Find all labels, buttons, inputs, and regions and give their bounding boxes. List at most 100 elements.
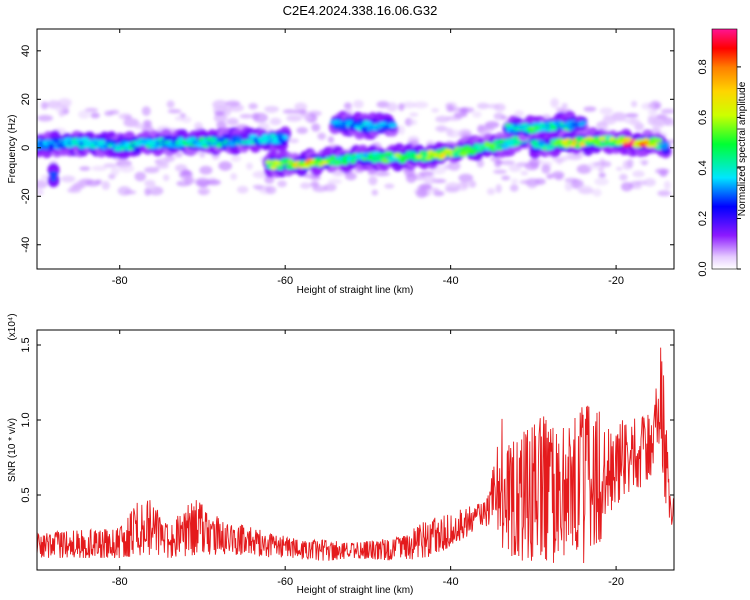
spectrogram-noise-cell — [174, 116, 186, 121]
spectrogram-noise-cell — [368, 175, 378, 186]
spectrogram-noise-cell — [134, 171, 147, 182]
spectrogram-noise-cell — [327, 136, 335, 143]
snr-x-ticks: -80 -60 -40 -20 — [112, 330, 624, 588]
snr-chart: -80 -60 -40 -20 0.5 1.0 1.5 (x10⁴) Height of … — [7, 313, 675, 596]
spectrogram-noise-cell — [323, 183, 337, 192]
spectrogram-cell — [259, 138, 269, 144]
spectrogram-noise-cell — [76, 179, 89, 188]
x-tick-label: -80 — [112, 576, 128, 588]
spectrogram-chart: -80 -60 -40 -20 -40 -20 0 20 40 Height of strai… — [7, 28, 675, 296]
colorbar-gradient — [711, 28, 738, 270]
spectrogram-noise-cell — [444, 186, 460, 193]
spectrogram-noise-cell — [490, 156, 501, 162]
spectrogram-noise-cell — [476, 159, 485, 168]
spectrogram-noise-cell — [408, 136, 420, 142]
spectrogram-noise-cell — [660, 108, 674, 114]
colorbar-tick-label: 0.0 — [697, 261, 709, 276]
spectrogram-noise-cell — [551, 171, 565, 180]
y-tick-label: 1.5 — [20, 337, 32, 352]
spectrogram-noise-cell — [367, 170, 377, 176]
spectrogram-cell — [652, 137, 663, 143]
x-tick-label: -20 — [608, 275, 624, 287]
spectrogram-noise-cell — [435, 115, 450, 123]
snr-series-line — [37, 347, 674, 564]
colorbar-tick-label: 0.8 — [697, 59, 709, 74]
spectrogram-noise-cell — [476, 102, 490, 110]
spectrogram-cell — [340, 160, 349, 165]
spectrogram-noise-cell — [371, 189, 379, 196]
spectrogram-cell — [50, 176, 57, 182]
spectrogram-noise-cell — [237, 185, 249, 194]
spectrogram-noise-cell — [528, 158, 540, 169]
spectrogram-noise-cell — [277, 180, 287, 188]
spectrogram-noise-cell — [634, 184, 643, 190]
spectrogram-noise-cell — [550, 97, 559, 108]
spectrogram-noise-cell — [246, 162, 253, 170]
spectrogram-noise-cell — [599, 107, 613, 115]
spectrogram-track — [47, 162, 60, 188]
spectrogram-noise-cell — [594, 177, 609, 186]
spectrogram-noise-cell — [598, 172, 606, 178]
spectrogram-noise-cell — [37, 114, 54, 122]
spectrogram-noise-cell — [343, 102, 352, 110]
spectrogram-cell — [109, 139, 117, 145]
spectrogram-noise-cell — [110, 166, 120, 176]
spectrogram-noise-cell — [47, 100, 61, 109]
spectrogram-noise-cell — [493, 169, 507, 174]
spectrogram-noise-cell — [398, 103, 405, 111]
spectrogram-noise-cell — [647, 109, 658, 116]
spectrogram-marks — [37, 97, 674, 198]
y-tick-label: -40 — [20, 237, 32, 253]
spectrogram-noise-cell — [615, 166, 623, 171]
spectrogram-noise-cell — [265, 185, 277, 195]
spectrogram-noise-cell — [264, 175, 275, 184]
spectrogram-noise-cell — [641, 102, 655, 110]
spectrogram-noise-cell — [164, 155, 176, 161]
spectrogram-noise-cell — [561, 103, 568, 108]
spectrogram-noise-cell — [296, 127, 308, 134]
spectrogram-track — [262, 125, 532, 178]
spectrogram-noise-cell — [79, 166, 91, 171]
spectrogram-track — [527, 127, 672, 159]
spectrogram-noise-cell — [635, 180, 647, 186]
spectrogram-noise-cell — [166, 100, 175, 109]
snr-y-ticks: 0.5 1.0 1.5 — [20, 337, 674, 503]
y-tick-label: 0 — [20, 145, 32, 151]
spectrogram-cell — [440, 152, 448, 158]
spectrogram-noise-cell — [59, 103, 70, 110]
spectrogram-noise-cell — [199, 165, 213, 175]
chart-title: C2E4.2024.338.16.06.G32 — [283, 3, 438, 18]
spectrogram-track — [328, 110, 399, 140]
spectrogram-noise-cell — [144, 166, 160, 174]
x-tick-label: -60 — [277, 576, 293, 588]
spectrogram-noise-cell — [663, 180, 671, 190]
spectrogram-noise-cell — [58, 109, 65, 117]
spectrogram-cell — [276, 165, 284, 171]
spectrogram-noise-cell — [514, 110, 524, 118]
spectrogram-noise-cell — [216, 121, 227, 129]
spectrogram-noise-cell — [587, 162, 599, 170]
spectrogram-noise-cell — [501, 160, 515, 166]
spectrogram-noise-cell — [303, 111, 311, 122]
spectrogram-noise-cell — [468, 180, 477, 188]
y-tick-label: -20 — [20, 188, 32, 204]
y-tick-label: 1.0 — [20, 412, 32, 427]
spectrogram-cell — [504, 123, 513, 129]
x-tick-label: -80 — [112, 275, 128, 287]
spectrogram-noise-cell — [493, 103, 506, 112]
spectrogram-noise-cell — [196, 180, 210, 187]
spectrogram-noise-cell — [78, 110, 90, 119]
spectrogram-noise-cell — [103, 163, 117, 168]
spectrogram-noise-cell — [60, 175, 76, 183]
spectrogram-y-ticks: -40 -20 0 20 40 — [20, 45, 674, 253]
spectrogram-noise-cell — [423, 175, 437, 185]
x-tick-label: -40 — [443, 275, 459, 287]
spectrogram-noise-cell — [214, 110, 225, 116]
spectrogram-noise-cell — [583, 106, 597, 112]
spectrogram-cell — [228, 141, 237, 147]
spectrogram-noise-cell — [252, 170, 268, 179]
x-tick-label: -20 — [608, 576, 624, 588]
spectrogram-noise-cell — [386, 102, 398, 112]
spectrogram-noise-cell — [619, 173, 628, 181]
spectrogram-noise-cell — [486, 188, 496, 195]
